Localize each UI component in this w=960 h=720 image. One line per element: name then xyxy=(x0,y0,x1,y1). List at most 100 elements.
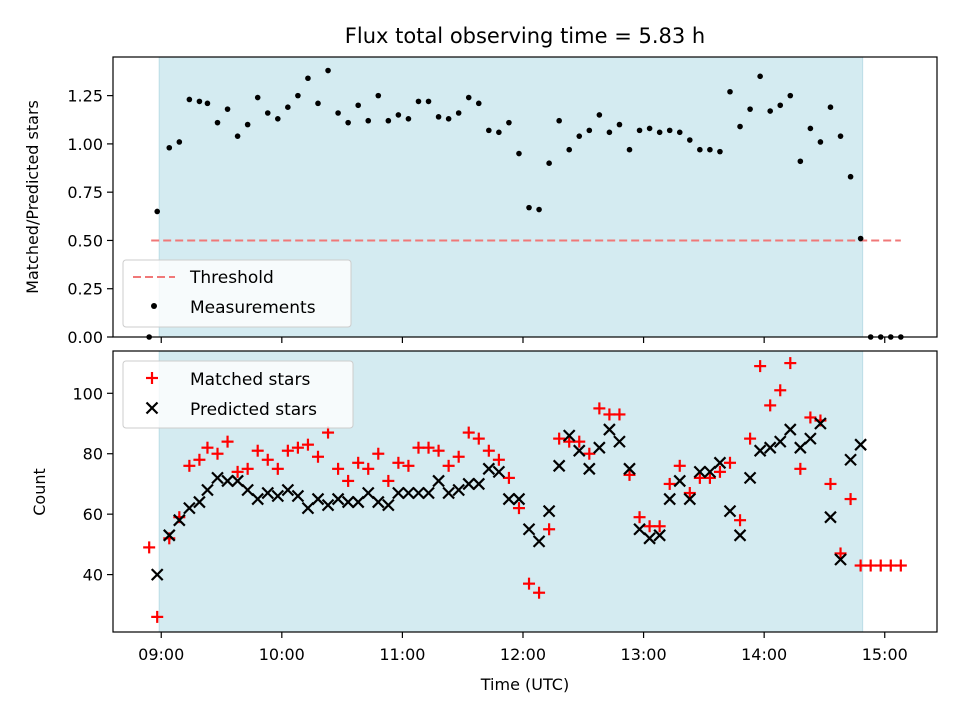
matched-star-marker xyxy=(231,465,244,478)
y-tick-label: 1.00 xyxy=(67,135,103,154)
predicted-star-marker xyxy=(321,498,335,512)
matched-star-marker xyxy=(382,474,395,487)
measurement-point xyxy=(636,127,643,134)
predicted-star-marker xyxy=(412,486,425,500)
y-axis-ticks: 0.00 0.25 0.50 0.75 1.00 1.25 xyxy=(67,87,113,347)
matched-star-marker xyxy=(864,559,877,572)
ratio-series xyxy=(146,67,904,340)
predicted-star-marker xyxy=(663,492,676,506)
y-tick-label: 0.75 xyxy=(67,183,103,202)
predicted-star-marker xyxy=(723,504,737,518)
matched-star-marker xyxy=(151,610,164,623)
predicted-star-marker xyxy=(773,435,787,448)
predicted-star-marker xyxy=(422,486,435,500)
ratio-panel: Flux total observing time = 5.83 h 0.000… xyxy=(23,24,938,347)
matched-star-marker xyxy=(874,559,887,572)
measurement-point xyxy=(837,133,844,139)
measurement-point xyxy=(405,115,412,122)
matched-star-marker xyxy=(523,577,536,590)
matched-star-marker xyxy=(824,477,837,490)
measurement-point xyxy=(857,235,864,242)
measurement-point xyxy=(475,100,482,107)
predicted-star-marker xyxy=(150,568,164,581)
measurement-point xyxy=(486,127,492,134)
matched-star-marker xyxy=(251,444,264,457)
predicted-star-marker xyxy=(432,474,445,488)
legend-threshold-label: Threshold xyxy=(189,268,274,288)
predicted-star-marker xyxy=(452,483,465,497)
matched-star-marker xyxy=(201,441,214,454)
measurement-point xyxy=(737,123,743,130)
predicted-star-marker xyxy=(733,529,747,542)
predicted-star-marker xyxy=(291,489,305,503)
measurement-point xyxy=(646,125,653,132)
predicted-star-marker xyxy=(382,498,395,512)
predicted-star-marker xyxy=(583,462,596,476)
matched-star-marker xyxy=(613,408,626,421)
predicted-star-marker xyxy=(844,453,857,467)
predicted-star-marker xyxy=(331,492,345,506)
predicted-star-marker xyxy=(814,417,827,430)
measurement-point xyxy=(656,129,663,136)
measurement-point xyxy=(576,133,583,139)
legend: Matched stars Predicted stars xyxy=(122,360,354,429)
legend-box xyxy=(122,259,352,328)
measurement-point xyxy=(536,206,542,213)
matched-star-marker xyxy=(322,426,335,439)
predicted-star-marker xyxy=(472,477,486,491)
legend-measurements-label: Measurements xyxy=(190,298,316,318)
measurement-point xyxy=(757,73,763,80)
legend: Threshold Measurements xyxy=(122,259,352,328)
predicted-star-marker xyxy=(633,522,646,536)
matched-star-marker xyxy=(583,447,596,460)
legend-measurements-swatch xyxy=(151,303,157,309)
predicted-star-marker xyxy=(241,483,254,497)
matched-star-marker xyxy=(683,487,696,500)
legend-predicted-swatch xyxy=(145,401,159,415)
x-tick-label: 09:00 xyxy=(138,645,184,664)
x-tick-label: 13:00 xyxy=(621,645,667,664)
measurement-point xyxy=(506,119,512,126)
matched-star-marker xyxy=(784,357,797,370)
predicted-star-marker xyxy=(271,489,285,503)
matched-star-marker xyxy=(703,471,716,484)
predicted-star-marker xyxy=(703,465,717,479)
measurement-point xyxy=(186,96,193,103)
predicted-star-marker xyxy=(784,423,797,436)
measurement-point xyxy=(355,102,361,109)
matched-star-marker xyxy=(332,462,345,475)
matched-star-marker xyxy=(492,453,505,466)
matched-star-marker xyxy=(422,441,435,454)
matched-star-marker xyxy=(713,465,726,478)
predicted-star-marker xyxy=(221,474,234,488)
measurement-point xyxy=(626,146,633,153)
predicted-star-marker xyxy=(653,529,666,542)
measurement-point xyxy=(516,150,522,157)
x-tick-label: 12:00 xyxy=(500,645,546,664)
measurement-point xyxy=(526,204,532,211)
predicted-star-marker xyxy=(834,553,847,566)
matched-star-marker xyxy=(774,384,787,397)
y-tick-label: 0.50 xyxy=(67,231,103,250)
matched-star-marker xyxy=(512,502,525,515)
matched-star-marker xyxy=(183,459,196,472)
matched-star-marker xyxy=(543,523,556,536)
measurement-point xyxy=(214,119,221,126)
measurement-point xyxy=(335,110,341,116)
matched-star-marker xyxy=(723,456,736,469)
matched-star-marker xyxy=(392,456,405,469)
matched-star-marker xyxy=(281,444,294,457)
x-axis-ticks: 09:00 10:00 11:00 12:00 13:00 14:00 15:00 xyxy=(138,632,908,664)
predicted-star-marker xyxy=(201,483,214,497)
predicted-star-marker xyxy=(281,483,295,497)
measurement-point xyxy=(264,110,271,116)
measurement-point xyxy=(315,100,321,107)
matched-star-marker xyxy=(472,432,485,445)
measurement-point xyxy=(254,94,261,101)
predicted-star-marker xyxy=(301,501,315,515)
measurement-point xyxy=(275,115,281,122)
measurement-point xyxy=(847,173,854,180)
matched-star-marker xyxy=(663,477,676,490)
measurement-point xyxy=(797,158,804,165)
predicted-star-marker xyxy=(824,510,837,524)
